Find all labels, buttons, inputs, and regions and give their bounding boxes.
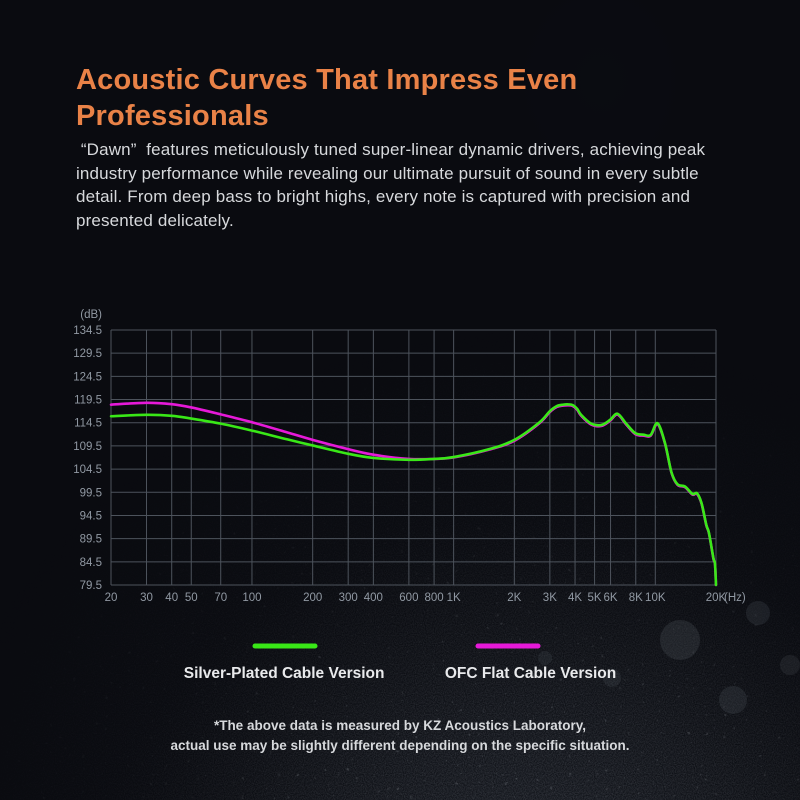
svg-text:(dB): (dB) (80, 309, 102, 321)
svg-text:134.5: 134.5 (73, 325, 102, 337)
svg-text:200: 200 (303, 592, 322, 604)
svg-text:300: 300 (339, 592, 358, 604)
svg-text:70: 70 (214, 592, 227, 604)
svg-text:129.5: 129.5 (73, 348, 102, 360)
svg-text:5K: 5K (588, 592, 602, 604)
svg-text:(Hz): (Hz) (724, 592, 746, 604)
svg-text:89.5: 89.5 (80, 534, 102, 546)
svg-text:109.5: 109.5 (73, 441, 102, 453)
svg-text:119.5: 119.5 (74, 395, 102, 407)
svg-text:8K: 8K (629, 592, 643, 604)
svg-text:84.5: 84.5 (80, 557, 102, 569)
svg-text:104.5: 104.5 (73, 464, 102, 476)
svg-text:4K: 4K (568, 592, 582, 604)
svg-text:800: 800 (424, 592, 443, 604)
svg-text:10K: 10K (645, 592, 666, 604)
svg-text:124.5: 124.5 (73, 371, 102, 383)
svg-text:400: 400 (364, 592, 383, 604)
svg-text:20: 20 (105, 592, 118, 604)
svg-text:99.5: 99.5 (80, 487, 102, 499)
svg-text:3K: 3K (543, 592, 557, 604)
svg-text:94.5: 94.5 (80, 510, 102, 522)
svg-text:40: 40 (165, 592, 178, 604)
svg-text:79.5: 79.5 (80, 580, 102, 592)
svg-text:1K: 1K (447, 592, 461, 604)
svg-text:50: 50 (185, 592, 198, 604)
svg-text:2K: 2K (507, 592, 521, 604)
svg-text:100: 100 (242, 592, 261, 604)
svg-text:114.5: 114.5 (74, 418, 102, 430)
svg-text:600: 600 (399, 592, 418, 604)
svg-text:30: 30 (140, 592, 153, 604)
svg-text:6K: 6K (604, 592, 618, 604)
